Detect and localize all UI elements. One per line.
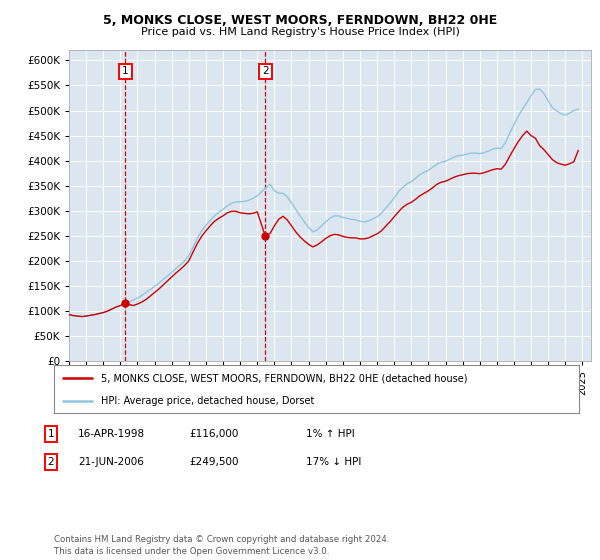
Text: 1% ↑ HPI: 1% ↑ HPI bbox=[306, 429, 355, 439]
Text: HPI: Average price, detached house, Dorset: HPI: Average price, detached house, Dors… bbox=[101, 396, 314, 406]
Text: 1: 1 bbox=[122, 67, 128, 77]
Text: 17% ↓ HPI: 17% ↓ HPI bbox=[306, 457, 361, 467]
Text: 21-JUN-2006: 21-JUN-2006 bbox=[78, 457, 144, 467]
Text: £116,000: £116,000 bbox=[189, 429, 238, 439]
Text: 5, MONKS CLOSE, WEST MOORS, FERNDOWN, BH22 0HE: 5, MONKS CLOSE, WEST MOORS, FERNDOWN, BH… bbox=[103, 14, 497, 27]
Text: 2: 2 bbox=[262, 67, 269, 77]
Text: 1: 1 bbox=[47, 429, 55, 439]
Text: Contains HM Land Registry data © Crown copyright and database right 2024.
This d: Contains HM Land Registry data © Crown c… bbox=[54, 535, 389, 556]
Text: 16-APR-1998: 16-APR-1998 bbox=[78, 429, 145, 439]
Text: £249,500: £249,500 bbox=[189, 457, 239, 467]
Text: 2: 2 bbox=[47, 457, 55, 467]
Text: Price paid vs. HM Land Registry's House Price Index (HPI): Price paid vs. HM Land Registry's House … bbox=[140, 27, 460, 38]
Text: 5, MONKS CLOSE, WEST MOORS, FERNDOWN, BH22 0HE (detached house): 5, MONKS CLOSE, WEST MOORS, FERNDOWN, BH… bbox=[101, 374, 468, 384]
